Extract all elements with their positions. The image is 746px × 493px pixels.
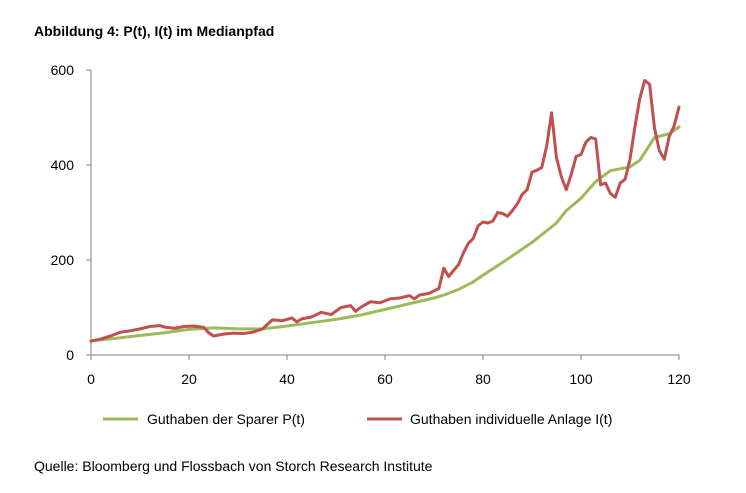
y-tick-label: 200 <box>51 252 75 268</box>
chart-legend: Guthaben der Sparer P(t) Guthaben individ… <box>103 411 612 427</box>
source-note: Quelle: Bloomberg und Flossbach von Stor… <box>34 458 433 474</box>
y-tick-label: 400 <box>51 157 75 173</box>
chart-title: Abbildung 4: P(t), I(t) im Medianpfad <box>34 23 275 39</box>
x-tick-label: 80 <box>475 371 491 387</box>
series-line-savers-p <box>89 125 681 343</box>
x-tick-label: 20 <box>181 371 197 387</box>
x-tick-label: 0 <box>87 371 95 387</box>
legend-item-savers-p-label: Guthaben der Sparer P(t) <box>147 411 305 427</box>
series-line-individual-i <box>89 78 681 343</box>
legend-item-individual-i-label: Guthaben individuelle Anlage I(t) <box>410 411 612 427</box>
series-lines <box>89 78 681 343</box>
x-tick-label: 120 <box>667 371 691 387</box>
x-tick-label: 100 <box>569 371 593 387</box>
y-tick-label: 600 <box>51 62 75 78</box>
chart-axes <box>90 70 679 356</box>
y-tick-label: 0 <box>66 347 74 363</box>
x-tick-label: 40 <box>279 371 295 387</box>
axis-ticks: 0 200 400 600 0 20 40 60 80 100 120 <box>51 62 691 387</box>
x-tick-label: 60 <box>377 371 393 387</box>
